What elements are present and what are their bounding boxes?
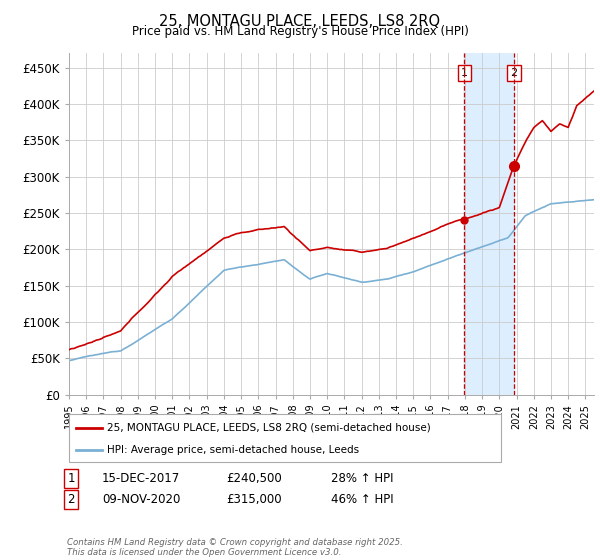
Text: 1: 1 (461, 68, 467, 78)
Text: 46% ↑ HPI: 46% ↑ HPI (331, 493, 394, 506)
Text: HPI: Average price, semi-detached house, Leeds: HPI: Average price, semi-detached house,… (107, 445, 359, 455)
Text: £315,000: £315,000 (226, 493, 282, 506)
Text: £240,500: £240,500 (226, 472, 282, 486)
Text: 2: 2 (67, 493, 75, 506)
Text: Price paid vs. HM Land Registry's House Price Index (HPI): Price paid vs. HM Land Registry's House … (131, 25, 469, 38)
Text: 2: 2 (511, 68, 518, 78)
Text: 25, MONTAGU PLACE, LEEDS, LS8 2RQ: 25, MONTAGU PLACE, LEEDS, LS8 2RQ (160, 14, 440, 29)
Bar (464, 53, 514, 395)
Text: 25, MONTAGU PLACE, LEEDS, LS8 2RQ (semi-detached house): 25, MONTAGU PLACE, LEEDS, LS8 2RQ (semi-… (107, 423, 431, 433)
Text: 15-DEC-2017: 15-DEC-2017 (102, 472, 180, 486)
Text: 28% ↑ HPI: 28% ↑ HPI (331, 472, 394, 486)
Text: 1: 1 (67, 472, 75, 486)
Text: 09-NOV-2020: 09-NOV-2020 (102, 493, 181, 506)
Text: Contains HM Land Registry data © Crown copyright and database right 2025.
This d: Contains HM Land Registry data © Crown c… (67, 538, 403, 557)
